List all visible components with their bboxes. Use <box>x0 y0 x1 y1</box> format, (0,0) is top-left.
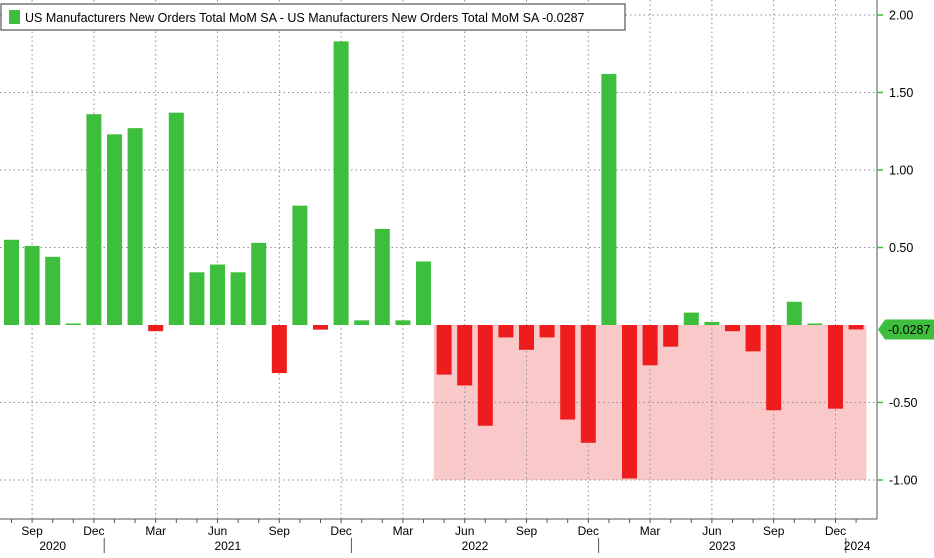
bar <box>725 325 740 332</box>
x-month-label: Sep <box>763 524 785 538</box>
y-tick-label: 2.00 <box>889 9 913 23</box>
x-month-label: Dec <box>83 524 104 538</box>
x-year-label: 2020 <box>39 539 66 553</box>
x-year-label: 2021 <box>214 539 241 553</box>
last-value-label: -0.0287 <box>888 323 930 337</box>
bar <box>560 325 576 420</box>
bar <box>704 321 720 325</box>
bar <box>127 128 143 325</box>
bar <box>828 325 843 409</box>
bar <box>24 245 40 325</box>
x-month-label: Jun <box>702 524 721 538</box>
bar <box>848 325 864 330</box>
bar <box>683 312 699 325</box>
bar <box>457 325 473 386</box>
bar <box>65 323 81 325</box>
y-tick-label: 1.50 <box>889 86 913 100</box>
bar <box>189 272 205 325</box>
legend-swatch <box>9 10 20 24</box>
x-month-label: Mar <box>640 524 661 538</box>
bar <box>580 325 596 443</box>
x-axis: Sep Dec Mar Jun Sep Dec Mar Jun Sep Dec Mar Jun Sep D… <box>0 518 877 553</box>
x-year-label: 2023 <box>709 539 736 553</box>
legend-box <box>0 3 626 31</box>
bar <box>354 320 370 325</box>
bar <box>251 242 267 325</box>
bar <box>168 112 184 326</box>
y-tick-label: 1.00 <box>889 164 913 178</box>
legend: US Manufacturers New Orders Total MoM SA… <box>0 3 626 31</box>
x-month-label: Sep <box>516 524 538 538</box>
bar <box>519 325 534 350</box>
bar <box>4 239 19 325</box>
y-axis: 2.00 1.50 1.00 0.50 -0.50 -1.00 -0.0287 <box>876 0 934 519</box>
bar <box>271 325 287 374</box>
bar <box>230 272 246 325</box>
y-tick-label: -1.00 <box>889 474 918 488</box>
x-month-label: Dec <box>578 524 599 538</box>
x-month-label: Dec <box>330 524 351 538</box>
bar <box>498 325 514 338</box>
bar <box>477 325 493 426</box>
bar <box>807 323 823 325</box>
bar <box>292 205 308 325</box>
x-month-label: Mar <box>393 524 414 538</box>
bars <box>4 41 864 479</box>
y-tick-label: -0.50 <box>889 396 918 410</box>
x-month-label: Mar <box>145 524 166 538</box>
y-tick-label: 0.50 <box>889 241 913 255</box>
bar <box>622 325 637 479</box>
bar <box>45 256 61 325</box>
x-month-label: Jun <box>208 524 227 538</box>
bar <box>107 134 122 325</box>
bar <box>663 325 679 347</box>
bar <box>416 261 431 325</box>
bar <box>601 73 617 326</box>
bar <box>86 114 102 325</box>
x-year-label: 2024 <box>844 539 871 553</box>
x-month-label: Sep <box>269 524 291 538</box>
bar <box>436 325 452 375</box>
x-month-label: Sep <box>21 524 43 538</box>
bar <box>539 325 555 338</box>
x-year-label: 2022 <box>462 539 489 553</box>
bar <box>374 228 390 325</box>
x-month-label: Jun <box>455 524 474 538</box>
bar <box>745 325 761 352</box>
bar <box>313 325 328 330</box>
bar <box>333 41 349 325</box>
bar <box>148 325 164 332</box>
bar <box>395 320 411 325</box>
legend-label: US Manufacturers New Orders Total MoM SA… <box>25 11 585 25</box>
bar <box>766 325 782 411</box>
bar <box>786 301 802 325</box>
bar <box>210 264 225 325</box>
gridlines <box>0 0 877 519</box>
x-month-label: Dec <box>825 524 846 538</box>
bar <box>642 325 658 366</box>
last-value-marker <box>878 319 934 340</box>
